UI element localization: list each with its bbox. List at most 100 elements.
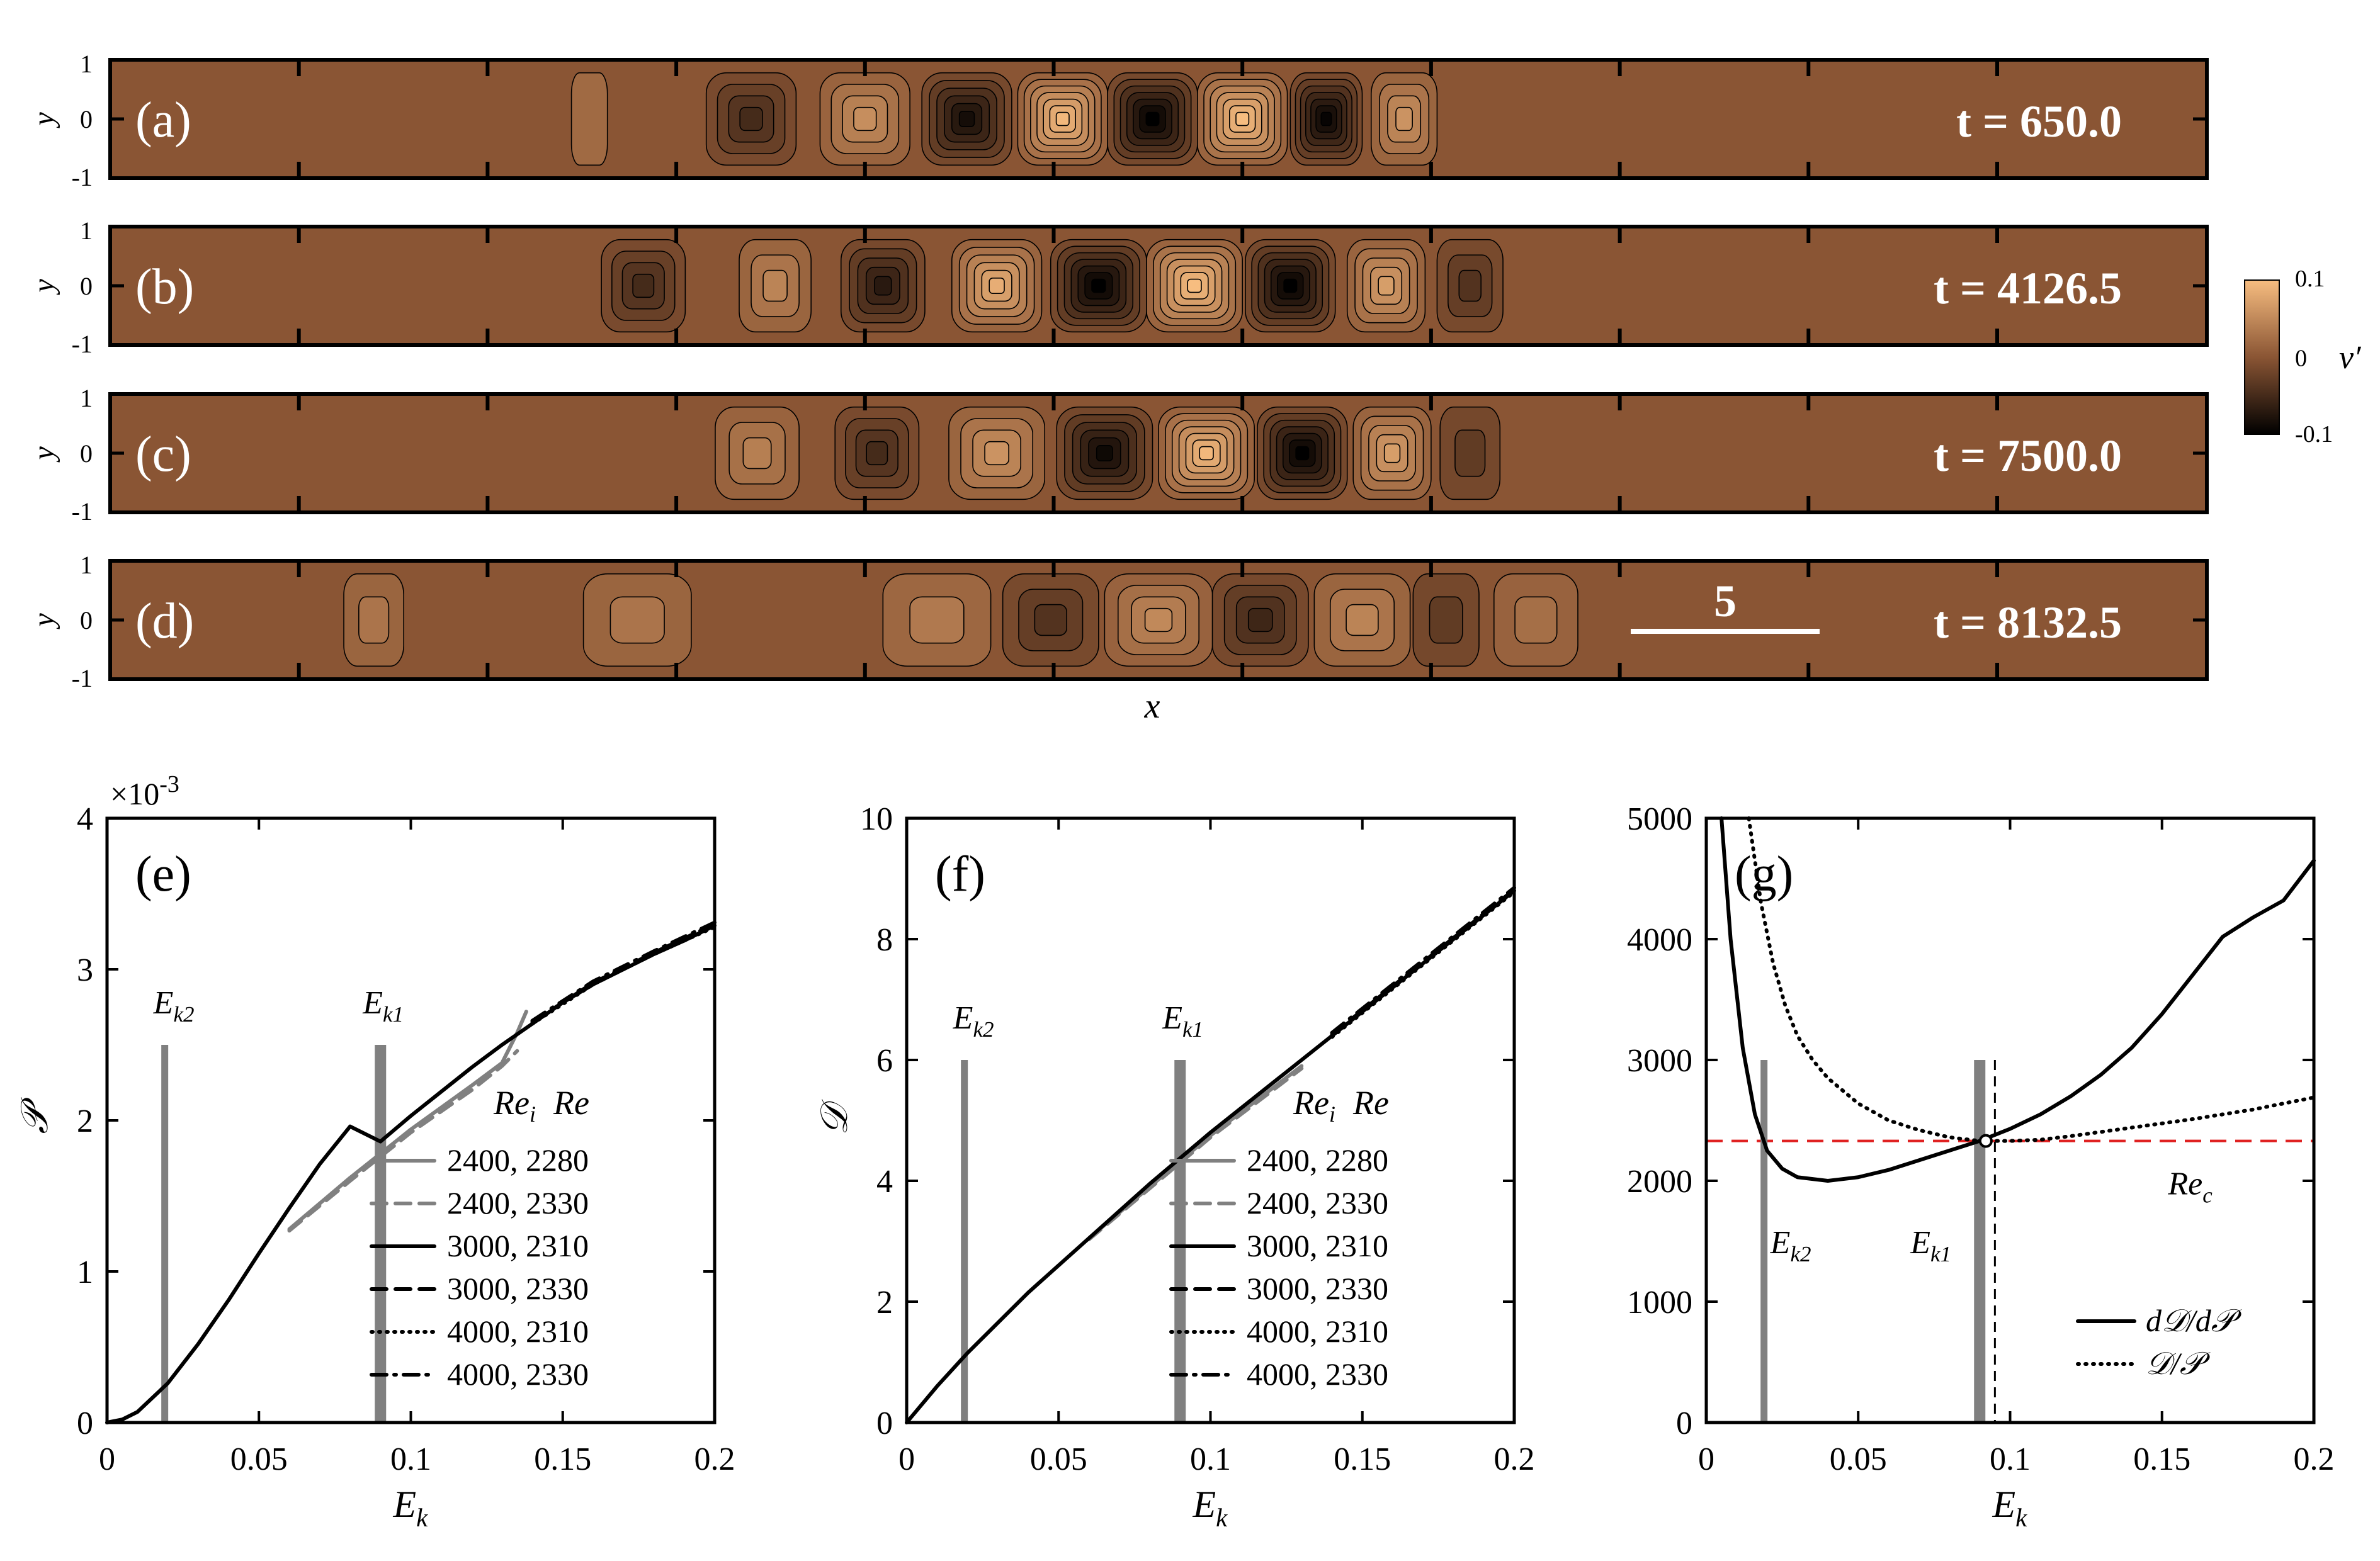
contour-level <box>358 596 390 644</box>
legend-entry-3000-2310: 3000, 2310 <box>370 1228 589 1263</box>
legend-header: Rei Re <box>1293 1084 1389 1127</box>
panel-label: (b) <box>135 259 194 315</box>
contour-cell <box>601 239 686 333</box>
panel-label: (c) <box>135 427 191 482</box>
legend-label: 𝒟/𝒫 <box>2146 1346 2211 1381</box>
x-axis-label: Ek <box>1992 1484 2028 1532</box>
series-line <box>530 925 717 1026</box>
contour-level <box>1096 444 1113 462</box>
x-tick-label: 0.2 <box>2294 1441 2335 1477</box>
panel-label: (a) <box>135 93 191 148</box>
colorbar-tick-label: -0.1 <box>2295 421 2333 448</box>
strip-y-tick-label: 1 <box>80 384 93 412</box>
x-tick-label: 0.1 <box>1190 1441 1231 1477</box>
y-axis-label: 𝒫 <box>14 1097 55 1134</box>
contour-cell <box>570 72 608 166</box>
legend-label: d𝒟/d𝒫 <box>2146 1303 2242 1338</box>
strip-y-axis-label: y <box>27 112 60 129</box>
x-tick-label: 0 <box>898 1441 915 1477</box>
energy-marker-label: Ek1 <box>362 985 404 1027</box>
contour-level <box>866 441 888 466</box>
y-tick-label: 3 <box>77 952 93 988</box>
legend-label: 3000, 2310 <box>1247 1228 1388 1263</box>
series-line <box>905 889 1516 1424</box>
legend-entry-4000-2330: 4000, 2330 <box>370 1356 589 1392</box>
x-tick-label: 0.15 <box>2133 1441 2190 1477</box>
legend-entry-derivative-ratio: d𝒟/d𝒫 <box>2076 1303 2242 1338</box>
contour-level <box>958 110 975 128</box>
y-tick-label: 0 <box>1676 1406 1692 1441</box>
contour-level <box>874 276 892 296</box>
contour-level <box>1145 111 1160 127</box>
y-tick-label: 2000 <box>1627 1164 1692 1200</box>
contour-level <box>1346 604 1379 636</box>
y-tick-label: 1 <box>77 1254 93 1290</box>
contour-cell <box>1197 72 1288 166</box>
series-line <box>105 923 717 1424</box>
contour-cell <box>1146 239 1244 333</box>
time-label: t = 650.0 <box>1956 96 2122 147</box>
contour-cell <box>1017 72 1108 166</box>
contour-level <box>1235 111 1250 127</box>
x-tick-label: 0 <box>99 1441 115 1477</box>
contour-level <box>1514 596 1558 644</box>
contour-cell <box>1439 406 1501 500</box>
strip-y-tick-label: 0 <box>80 105 93 133</box>
contour-level <box>1247 607 1273 633</box>
series-line <box>1747 816 2316 1143</box>
series-line <box>1087 1066 1304 1242</box>
panel-label: (g) <box>1735 847 1793 902</box>
panel-label: (d) <box>135 594 194 649</box>
contour-cell <box>1158 406 1255 500</box>
legend-entry-2400-2280: 2400, 2280 <box>1169 1142 1388 1178</box>
y-tick-label: 5000 <box>1627 801 1692 837</box>
legend-label: 2400, 2280 <box>1247 1142 1388 1178</box>
contour-cell <box>948 406 1046 500</box>
y-tick-label: 0 <box>77 1406 93 1441</box>
contour-level <box>739 106 763 132</box>
chart-panel-f: Ek2 Ek1 0 0.05 0.1 0.15 0.2 0 2 4 6 8 10 Ek 𝒟 (f) Rei Re 2… <box>813 801 1535 1532</box>
contour-cell <box>1245 239 1336 333</box>
contour-level <box>1383 443 1401 463</box>
energy-marker-label: Ek2 <box>953 1000 994 1042</box>
contour-cell <box>715 406 800 500</box>
legend-label: 3000, 2330 <box>447 1271 589 1306</box>
contour-level <box>1378 276 1395 296</box>
legend-label: 2400, 2280 <box>447 1142 589 1178</box>
energy-marker-label: Ek1 <box>1910 1225 1951 1266</box>
panel-label: (f) <box>935 847 985 902</box>
strip-panel-d: 1 0 -1 y (d) t = 8132.5 5 <box>27 551 2209 692</box>
strip-y-tick-label: 1 <box>80 50 93 78</box>
colorbar-gradient <box>2244 279 2280 435</box>
contour-level <box>1144 607 1173 633</box>
series-line <box>1330 886 1516 1035</box>
contour-cell <box>343 573 404 667</box>
x-tick-label: 0.2 <box>694 1441 735 1477</box>
x-tick-label: 0.2 <box>1494 1441 1535 1477</box>
strip-y-tick-label: 0 <box>80 606 93 634</box>
series-line <box>1330 890 1516 1039</box>
y-tick-label: 2 <box>77 1103 93 1139</box>
contour-level <box>1429 596 1463 644</box>
contour-cell <box>1257 406 1348 500</box>
contour-level <box>570 72 608 166</box>
legend-entry-3000-2310: 3000, 2310 <box>1169 1228 1388 1263</box>
y-tick-label: 10 <box>860 801 893 837</box>
strip-y-tick-label: -1 <box>72 497 93 526</box>
contour-cell <box>834 406 920 500</box>
contour-level <box>1395 106 1413 132</box>
y-tick-label: 0 <box>876 1406 893 1441</box>
strip-panel-b: 1 0 -1 y (b) t = 4126.5 <box>27 217 2209 358</box>
x-tick-label: 0.05 <box>1830 1441 1887 1477</box>
strip-y-tick-label: -1 <box>72 664 93 692</box>
strip-y-tick-label: 1 <box>80 217 93 245</box>
contour-level <box>632 273 655 298</box>
legend-label: 4000, 2310 <box>447 1314 589 1349</box>
strip-panel-c: 1 0 -1 y (c) t = 7500.0 <box>27 384 2209 526</box>
legend-label: 4000, 2330 <box>447 1356 589 1392</box>
contour-level <box>742 437 772 470</box>
contour-cell <box>1493 573 1578 667</box>
energy-marker-label: Ek2 <box>1770 1225 1811 1266</box>
contour-level <box>1454 429 1486 477</box>
contour-level <box>1199 446 1214 461</box>
